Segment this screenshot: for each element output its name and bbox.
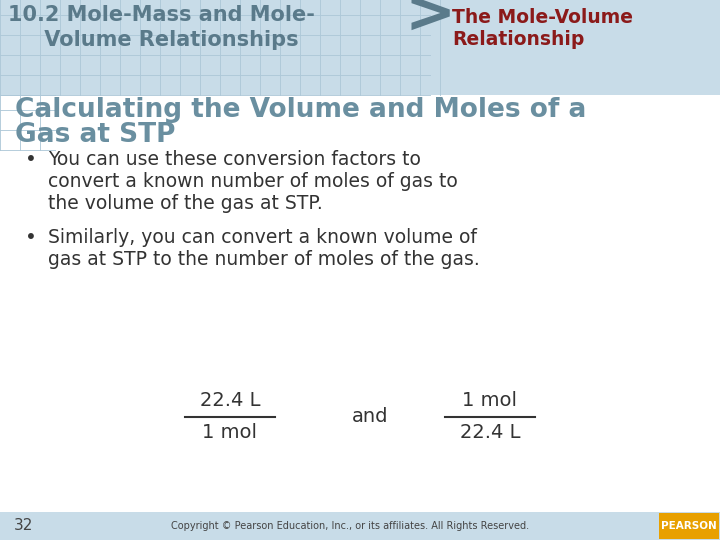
Text: You can use these conversion factors to: You can use these conversion factors to (48, 150, 421, 169)
Text: Volume Relationships: Volume Relationships (8, 30, 299, 50)
Text: •: • (25, 228, 37, 247)
Text: Copyright © Pearson Education, Inc., or its affiliates. All Rights Reserved.: Copyright © Pearson Education, Inc., or … (171, 521, 529, 531)
Text: Gas at STP: Gas at STP (15, 122, 176, 148)
Bar (659, 513, 719, 539)
Text: Relationship: Relationship (452, 30, 585, 49)
Text: gas at STP to the number of moles of the gas.: gas at STP to the number of moles of the… (48, 250, 480, 269)
Text: PEARSON: PEARSON (661, 521, 717, 531)
Text: Calculating the Volume and Moles of a: Calculating the Volume and Moles of a (15, 97, 586, 123)
Text: •: • (25, 150, 37, 169)
Text: 1 mol: 1 mol (202, 422, 258, 442)
Text: 22.4 L: 22.4 L (199, 390, 260, 409)
Text: and: and (352, 408, 388, 427)
Text: >: > (405, 0, 456, 44)
Text: The Mole-Volume: The Mole-Volume (452, 8, 633, 27)
Text: 10.2 Mole-Mass and Mole-: 10.2 Mole-Mass and Mole- (8, 5, 315, 25)
Text: convert a known number of moles of gas to: convert a known number of moles of gas t… (48, 172, 458, 191)
Text: Similarly, you can convert a known volume of: Similarly, you can convert a known volum… (48, 228, 477, 247)
Text: the volume of the gas at STP.: the volume of the gas at STP. (48, 194, 323, 213)
Text: 32: 32 (14, 518, 33, 534)
Bar (0, 0, 720, 95)
Bar (0, 512, 720, 540)
Text: 22.4 L: 22.4 L (460, 422, 521, 442)
Text: 1 mol: 1 mol (462, 390, 518, 409)
